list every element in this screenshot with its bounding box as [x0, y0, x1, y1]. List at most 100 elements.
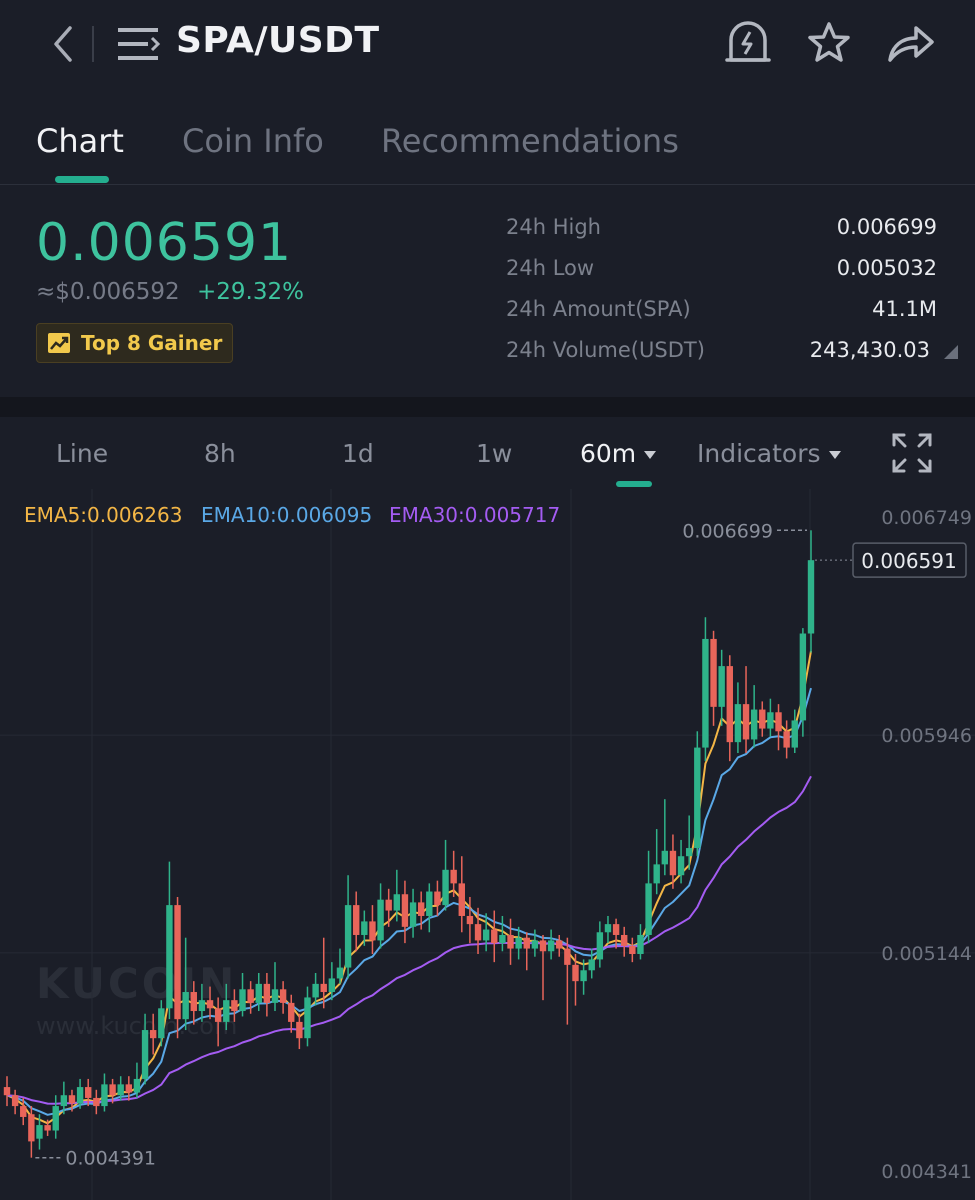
candle: [344, 875, 352, 979]
candle-body: [247, 989, 254, 1003]
candle: [182, 937, 189, 1031]
candle-body: [442, 869, 449, 906]
candle-body: [76, 1087, 84, 1104]
candle-body: [304, 997, 311, 1039]
candle-body: [231, 1000, 238, 1012]
candle-body: [68, 1095, 76, 1104]
price-axis: 0.006749 0.005946 0.005144 0.004341 0.006699…: [35, 507, 972, 1183]
candle-body: [499, 934, 506, 944]
candle: [466, 896, 474, 944]
candle: [531, 929, 539, 957]
candle-body: [661, 850, 669, 865]
candle: [759, 701, 766, 737]
candle: [174, 896, 181, 1039]
tab-coin-info[interactable]: Coin Info: [182, 122, 324, 160]
candle-body: [669, 850, 677, 876]
gainer-badge[interactable]: Top 8 Gainer: [36, 323, 234, 363]
candle-body: [482, 929, 490, 941]
candle: [442, 839, 449, 911]
candle-body: [44, 1125, 51, 1131]
candle-body: [149, 1030, 157, 1039]
candle-body: [377, 899, 384, 941]
candle: [109, 1078, 116, 1104]
candle: [621, 926, 628, 957]
candle-body: [694, 747, 701, 849]
chart-plot[interactable]: 0.006749 0.005946 0.005144 0.004341 0.006699…: [0, 489, 975, 1200]
chevron-down-icon: [644, 451, 657, 459]
candle: [515, 926, 522, 960]
tab-chart[interactable]: Chart: [36, 122, 124, 160]
candle-body: [296, 1021, 303, 1039]
candle-body: [312, 983, 319, 998]
timeframe-60m[interactable]: 60m: [580, 439, 657, 468]
ema10-legend: EMA10:0.006095: [201, 503, 373, 527]
y-tick-label: 0.005946: [881, 725, 972, 747]
candle: [239, 973, 246, 1017]
candle-body: [621, 934, 628, 946]
candle: [198, 983, 206, 1022]
candle: [271, 962, 279, 1012]
candle-body: [239, 989, 246, 1012]
candle-body: [564, 948, 571, 965]
candle: [385, 888, 392, 927]
candle-body: [214, 1008, 222, 1022]
candle-body: [791, 720, 798, 748]
chart-toolbar: Line 8h 1d 1w 60m Indicators: [0, 417, 975, 489]
candle: [133, 1062, 141, 1098]
candle: [539, 934, 547, 1001]
candle: [166, 861, 173, 1020]
price-alert-icon[interactable]: [725, 20, 771, 66]
candle-body: [710, 638, 717, 707]
tab-recommendations[interactable]: Recommendations: [381, 122, 679, 160]
candle: [68, 1089, 76, 1112]
candle: [426, 883, 433, 933]
candle: [263, 973, 271, 1017]
candle-body: [109, 1084, 116, 1096]
candle: [799, 628, 807, 737]
candle-body: [344, 905, 352, 968]
candle: [775, 704, 782, 751]
candle-body: [190, 992, 197, 1012]
candle-body: [458, 883, 465, 916]
back-icon[interactable]: [48, 24, 76, 64]
fullscreen-icon[interactable]: [892, 433, 932, 473]
candle-body: [750, 709, 758, 740]
candlestick-chart[interactable]: KUCOIN www.kucoin.com 0.006749 0.005946 0.…: [0, 489, 975, 1200]
candle-body: [783, 731, 790, 748]
candle-body: [547, 940, 555, 952]
candle-body: [645, 883, 652, 935]
candle: [807, 530, 815, 653]
candle: [3, 1076, 11, 1107]
candle-body: [531, 940, 539, 949]
candles: [3, 530, 815, 1158]
candle-body: [11, 1095, 19, 1107]
indicators-dropdown[interactable]: Indicators: [697, 439, 841, 468]
stat-value-high: 0.006699: [836, 215, 937, 239]
y-tick-label: 0.004341: [881, 1161, 972, 1183]
last-price: 0.006591: [36, 213, 293, 273]
candle: [247, 981, 254, 1014]
timeframe-1w[interactable]: 1w: [476, 439, 513, 468]
candle-body: [3, 1087, 11, 1096]
candle-body: [353, 905, 360, 935]
candle: [507, 918, 514, 965]
share-icon[interactable]: [886, 20, 936, 66]
timeframe-line[interactable]: Line: [56, 439, 109, 468]
candle: [312, 973, 319, 1006]
candle: [767, 698, 774, 737]
candle-body: [799, 633, 807, 721]
timeframe-1d[interactable]: 1d: [342, 439, 374, 468]
candle-body: [775, 712, 782, 732]
menu-icon[interactable]: [116, 24, 162, 64]
candle: [629, 937, 636, 963]
timeframe-8h[interactable]: 8h: [204, 439, 236, 468]
favorite-star-icon[interactable]: [806, 20, 852, 66]
candle: [750, 685, 758, 748]
candle-body: [336, 967, 344, 979]
indicators-label: Indicators: [697, 439, 821, 468]
stat-label-high: 24h High: [506, 215, 601, 239]
candle-body: [223, 1000, 230, 1022]
timeframe-60m-label: 60m: [580, 439, 637, 468]
candle: [288, 994, 295, 1033]
candle: [304, 986, 311, 1047]
